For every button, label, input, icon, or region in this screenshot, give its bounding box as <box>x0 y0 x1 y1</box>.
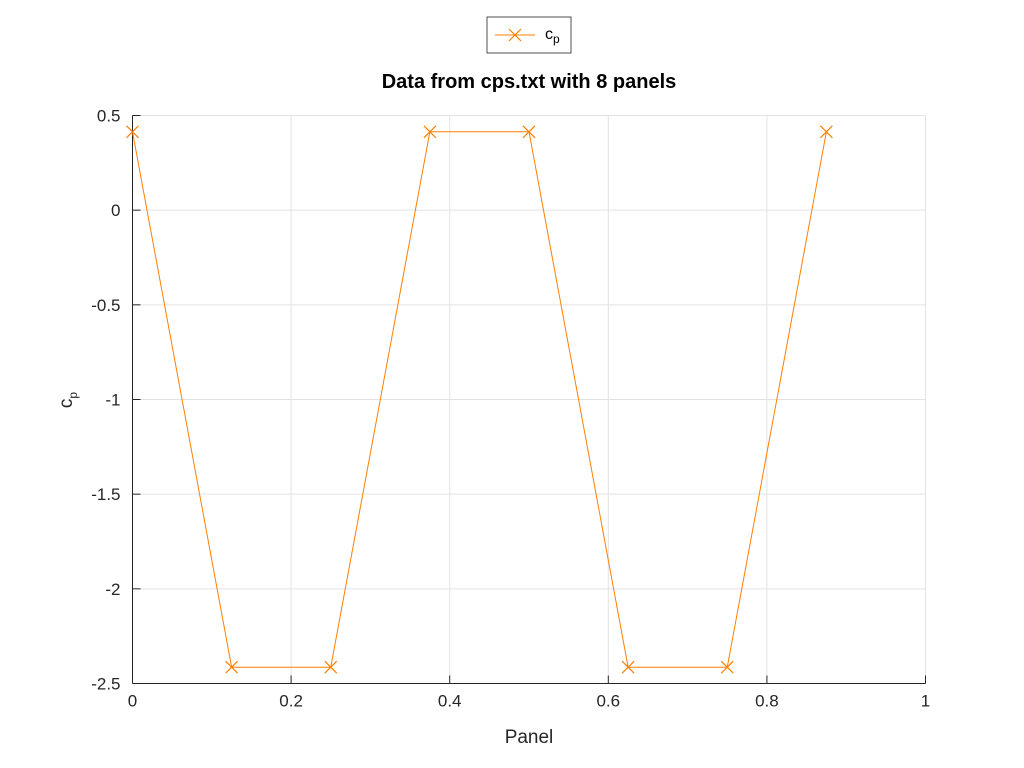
x-tick-label: 1 <box>921 692 930 711</box>
x-tick-label: 0 <box>128 692 137 711</box>
data-point <box>621 660 635 674</box>
data-point <box>126 125 139 139</box>
data-point <box>522 125 536 139</box>
data-point <box>225 660 239 674</box>
y-tick-label: 0.5 <box>97 107 121 126</box>
x-axis-label: Panel <box>505 727 554 748</box>
legend-marker <box>508 28 522 42</box>
data-point <box>423 125 437 139</box>
x-tick-label: 0.2 <box>279 692 303 711</box>
x-tick-label: 0.4 <box>438 692 462 711</box>
y-tick-label: -0.5 <box>91 296 120 315</box>
data-point <box>324 660 338 674</box>
y-tick-label: 0 <box>111 201 120 220</box>
data-point <box>720 660 734 674</box>
y-tick-label: -2 <box>105 580 120 599</box>
y-tick-label: -1 <box>105 391 120 410</box>
x-tick-label: 0.6 <box>596 692 620 711</box>
y-tick-label: -1.5 <box>91 485 120 504</box>
y-tick-labels: 0.5 0 -0.5 -1 -1.5 -2 -2.5 <box>91 107 120 694</box>
x-tick-label: 0.8 <box>755 692 779 711</box>
x-tick-labels: 0 0.2 0.4 0.6 0.8 1 <box>128 692 930 711</box>
axes <box>132 115 926 684</box>
series-group <box>126 125 833 674</box>
y-tick-label: -2.5 <box>91 675 120 694</box>
data-point <box>819 125 833 139</box>
chart-title: Data from cps.txt with 8 panels <box>382 71 677 93</box>
series-line-cp <box>132 131 827 668</box>
legend: cp <box>486 16 572 54</box>
y-axis-label: cp <box>56 392 80 409</box>
legend-entry-label: cp <box>545 26 560 46</box>
